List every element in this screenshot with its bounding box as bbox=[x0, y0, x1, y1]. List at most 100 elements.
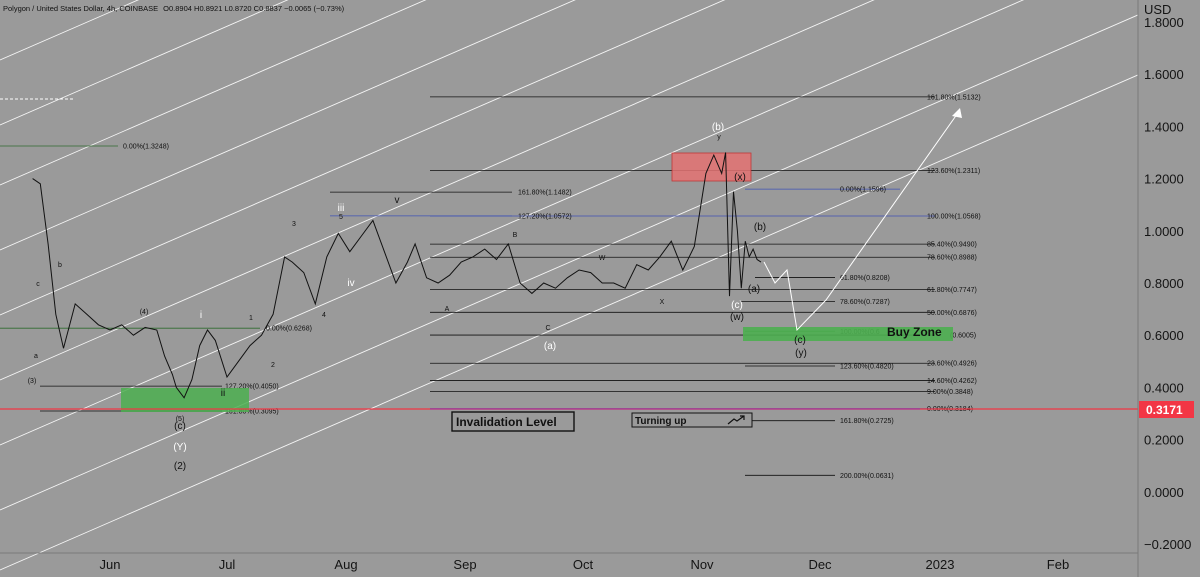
buy-zone-label: Buy Zone bbox=[887, 325, 942, 339]
wave-label: (x) bbox=[734, 172, 746, 183]
wave-labels: (b)y(x)(b)(a)(c)(w)(c)(y)(a)iiiviv354iii… bbox=[28, 122, 807, 472]
wave-label: (b) bbox=[712, 122, 724, 133]
price-tick-label: 1.2000 bbox=[1144, 172, 1184, 187]
price-tick-label: −0.2000 bbox=[1144, 537, 1191, 552]
channel-line bbox=[0, 74, 1139, 571]
wave-label: b bbox=[58, 262, 62, 269]
wave-label: C bbox=[545, 325, 550, 332]
wave-label: iii bbox=[338, 203, 345, 214]
price-tick-label: 1.4000 bbox=[1144, 119, 1184, 134]
fib-label: 200.00%(0.0631) bbox=[840, 473, 894, 480]
fib-label: 14.60%(0.4262) bbox=[927, 378, 977, 385]
currency-label: USD bbox=[1144, 2, 1171, 17]
channel-line bbox=[0, 0, 576, 251]
fib-label: 78.60%(0.7287) bbox=[840, 299, 890, 306]
channel-line bbox=[0, 0, 875, 381]
symbol-name: Polygon / United States Dollar, 4h, COIN… bbox=[3, 4, 158, 13]
price-series bbox=[32, 152, 762, 399]
time-tick-label: Jul bbox=[219, 557, 236, 572]
ohlc-values: O0.8904 H0.8921 L0.8720 C0.8837 −0.0065 … bbox=[163, 4, 344, 13]
time-axis-labels: Jun Jul Aug Sep Oct Nov Dec 2023 Feb bbox=[100, 557, 1070, 572]
wave-label: (5) bbox=[176, 416, 185, 423]
fib-label: 0.00%(1.1596) bbox=[840, 187, 886, 194]
channel-line bbox=[0, 14, 1139, 511]
parallel-channel bbox=[0, 0, 1139, 571]
turning-up-icon bbox=[727, 415, 745, 425]
price-axis-panel[interactable] bbox=[1138, 0, 1200, 577]
wave-label: X bbox=[660, 299, 665, 306]
wave-label: 3 bbox=[292, 221, 296, 228]
price-tick-label: 0.2000 bbox=[1144, 433, 1184, 448]
channel-line bbox=[0, 0, 427, 186]
symbol-header: Polygon / United States Dollar, 4h, COIN… bbox=[3, 4, 345, 13]
price-tick-label: 0.4000 bbox=[1144, 380, 1184, 395]
sell-zone bbox=[671, 152, 752, 182]
wave-label: W bbox=[599, 255, 606, 262]
fib-label: 161.80%(0.3095) bbox=[225, 409, 279, 416]
time-tick-label: Sep bbox=[453, 557, 476, 572]
channel-line bbox=[0, 0, 289, 126]
wave-label: (a) bbox=[544, 341, 556, 352]
wave-label: (b) bbox=[754, 222, 766, 233]
wave-label: y bbox=[717, 134, 721, 141]
fib-label: 161.80%(1.5132) bbox=[927, 94, 981, 101]
wave-label: (c) bbox=[794, 335, 806, 346]
fib-label: 0.00%(0.3184) bbox=[927, 406, 973, 413]
time-tick-label: Jun bbox=[100, 557, 121, 572]
wave-label: (w) bbox=[730, 312, 744, 323]
price-tick-label: 0.6000 bbox=[1144, 328, 1184, 343]
wave-label: B bbox=[513, 232, 518, 239]
time-tick-label: Aug bbox=[334, 557, 357, 572]
channel-line bbox=[0, 0, 726, 316]
fib-label: 127.20%(0.4050) bbox=[225, 384, 279, 391]
price-tick-label: 1.0000 bbox=[1144, 224, 1184, 239]
fib-label: 23.60%(0.4926) bbox=[927, 361, 977, 368]
fib-label: 100.00%(1.0568) bbox=[927, 213, 981, 220]
time-tick-label: 2023 bbox=[926, 557, 955, 572]
fib-label: 0.00%(1.3248) bbox=[123, 144, 169, 151]
buy-zone bbox=[743, 327, 953, 341]
turning-up-box: Turning up bbox=[631, 412, 753, 428]
time-tick-label: Oct bbox=[573, 557, 594, 572]
fib-label: 123.60%(1.2311) bbox=[927, 168, 980, 175]
time-tick-label: Dec bbox=[808, 557, 832, 572]
wave-label: a bbox=[34, 353, 38, 360]
fib-label: 161.80%(0.2725) bbox=[840, 418, 894, 425]
fib-label: (0.6005) bbox=[950, 333, 976, 340]
current-price-badge bbox=[1139, 401, 1194, 418]
fib-label: 61.80%(0.8208) bbox=[840, 275, 890, 282]
fib-levels: 161.80%(1.5132) 123.60%(1.2311) 0.00%(1.15… bbox=[0, 94, 981, 480]
price-tick-label: 1.8000 bbox=[1144, 15, 1184, 30]
wave-label: (c) bbox=[174, 421, 186, 432]
wave-label: (4) bbox=[140, 309, 149, 316]
current-price-label: 0.3171 bbox=[1146, 403, 1183, 417]
projection-arrowhead bbox=[952, 108, 962, 118]
wave-label: 1 bbox=[249, 315, 253, 322]
fib-label: 161.80%(1.1482) bbox=[518, 190, 572, 197]
fib-label: 127.20%(1.0572) bbox=[518, 213, 572, 220]
channel-line bbox=[0, 0, 1025, 446]
fib-label: 0.00%(0.6268) bbox=[266, 326, 312, 333]
wave-label: A bbox=[445, 306, 450, 313]
time-tick-label: Nov bbox=[690, 557, 714, 572]
fib-label: 61.80%(0.7747) bbox=[927, 287, 977, 294]
wave-label: 5 bbox=[339, 214, 343, 221]
invalidation-label: Invalidation Level bbox=[456, 415, 557, 429]
price-tick-label: 0.8000 bbox=[1144, 276, 1184, 291]
invalidation-box: Invalidation Level bbox=[451, 411, 575, 432]
wave-label: (y) bbox=[795, 348, 807, 359]
turning-up-label: Turning up bbox=[635, 416, 686, 427]
wave-label: iv bbox=[347, 278, 354, 289]
fib-label: 78.60%(0.8988) bbox=[927, 255, 977, 262]
buy-zone-left bbox=[121, 388, 249, 412]
wave-label: i bbox=[200, 310, 202, 321]
wave-label: (2) bbox=[174, 461, 186, 472]
wave-label: (3) bbox=[28, 378, 37, 385]
wave-label: (a) bbox=[748, 284, 760, 295]
wave-label: (c) bbox=[731, 300, 743, 311]
fib-label: 50.00%(0.6876) bbox=[927, 310, 977, 317]
wave-label: ii bbox=[221, 388, 225, 399]
fib-label: 85.40%(0.9490) bbox=[927, 242, 977, 249]
